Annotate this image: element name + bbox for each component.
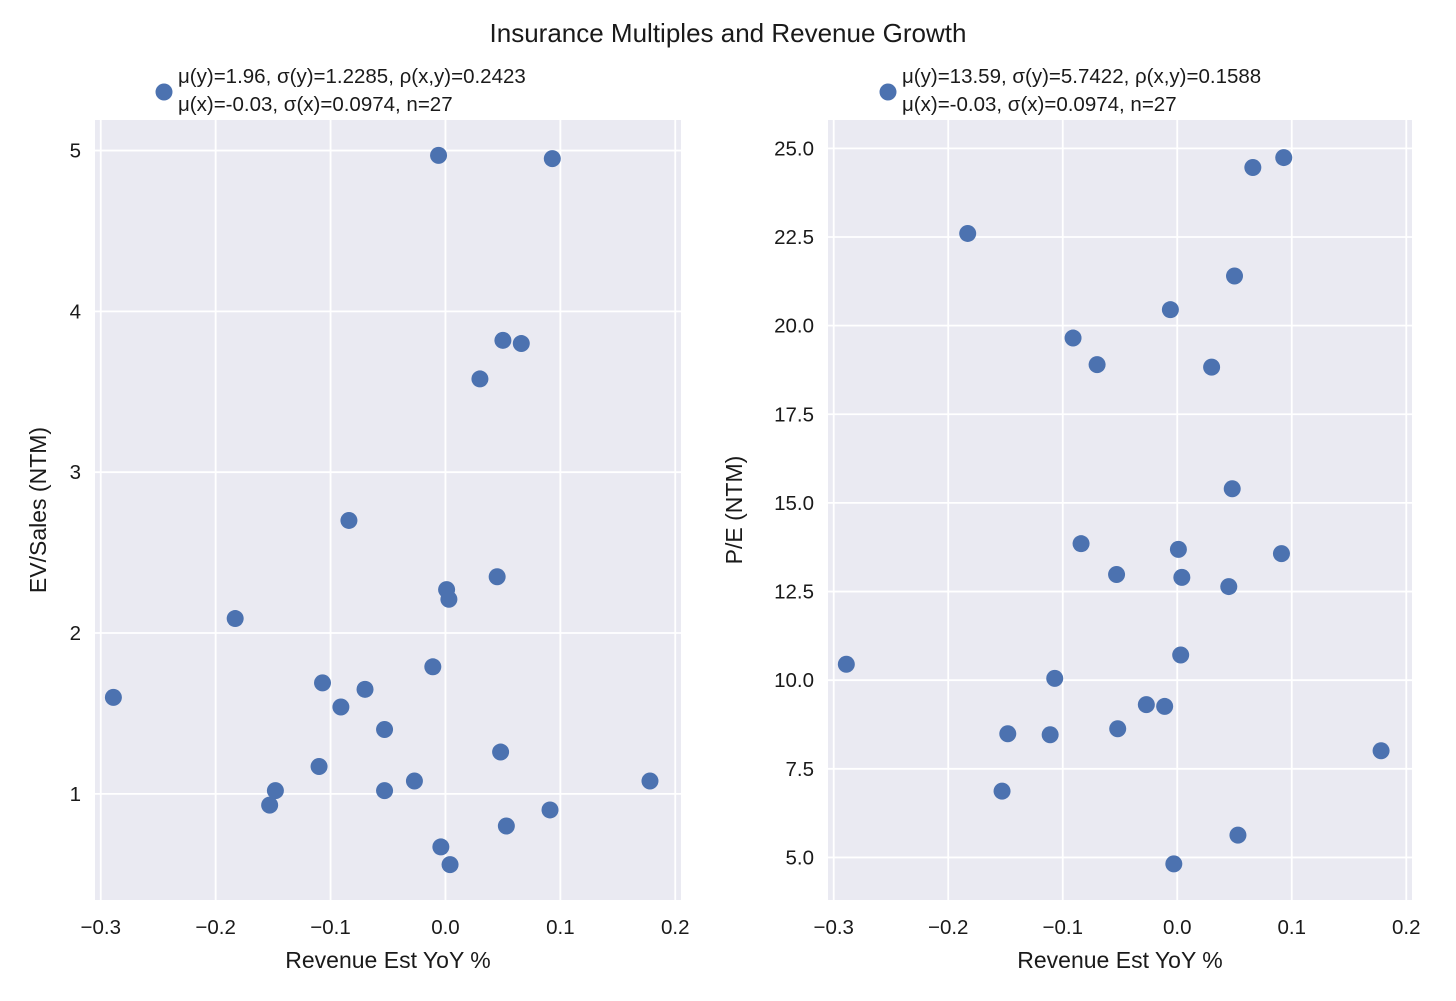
scatter-point bbox=[1223, 480, 1241, 498]
scatter-point bbox=[959, 224, 977, 242]
y-tick-label: 20.0 bbox=[774, 315, 814, 338]
scatter-point bbox=[430, 146, 448, 164]
x-axis-label: Revenue Est YoY % bbox=[1017, 947, 1222, 973]
y-tick-label: 22.5 bbox=[774, 226, 814, 249]
y-tick-label: 1 bbox=[70, 783, 81, 806]
x-tick-label: −0.2 bbox=[928, 916, 968, 939]
scatter-point bbox=[1088, 356, 1106, 374]
scatter-point bbox=[314, 674, 332, 692]
y-tick-label: 2 bbox=[70, 622, 81, 645]
scatter-point bbox=[993, 782, 1011, 800]
scatter-point bbox=[471, 370, 489, 388]
legend-label: μ(x)=-0.03, σ(x)=0.0974, n=27 bbox=[902, 93, 1177, 116]
x-tick-label: 0.0 bbox=[1163, 916, 1192, 939]
legend-marker bbox=[155, 83, 173, 101]
x-tick-label: −0.1 bbox=[310, 916, 350, 939]
scatter-point bbox=[512, 335, 530, 353]
y-tick-label: 3 bbox=[70, 461, 81, 484]
x-tick-label: −0.3 bbox=[813, 916, 853, 939]
plot-area bbox=[95, 120, 681, 900]
scatter-point bbox=[488, 568, 506, 586]
scatter-point bbox=[1275, 149, 1293, 167]
x-tick-label: −0.2 bbox=[195, 916, 235, 939]
scatter-point bbox=[1161, 301, 1179, 319]
scatter-point bbox=[1109, 720, 1127, 738]
y-tick-label: 12.5 bbox=[774, 581, 814, 604]
legend: μ(y)=13.59, σ(y)=5.7422, ρ(x,y)=0.1588 μ(… bbox=[879, 65, 1261, 116]
scatter-point bbox=[1156, 697, 1174, 715]
scatter-point bbox=[261, 796, 279, 814]
scatter-point bbox=[226, 610, 244, 628]
scatter-point bbox=[340, 511, 358, 529]
legend: μ(y)=1.96, σ(y)=1.2285, ρ(x,y)=0.2423 μ(x… bbox=[155, 65, 526, 116]
y-tick-label: 7.5 bbox=[786, 758, 815, 781]
x-tick-label: 0.0 bbox=[431, 916, 460, 939]
legend-label: μ(y)=13.59, σ(y)=5.7422, ρ(x,y)=0.1588 bbox=[902, 65, 1261, 88]
scatter-point bbox=[1372, 742, 1390, 760]
scatter-point bbox=[1229, 826, 1247, 844]
scatter-point bbox=[424, 658, 442, 676]
chart-suptitle: Insurance Multiples and Revenue Growth bbox=[490, 18, 967, 48]
scatter-point bbox=[1137, 696, 1155, 714]
scatter-point bbox=[1041, 726, 1059, 744]
scatter-point bbox=[441, 856, 459, 874]
y-axis-label: P/E (NTM) bbox=[721, 456, 747, 565]
scatter-point bbox=[1244, 159, 1262, 177]
scatter-point bbox=[1064, 329, 1082, 347]
y-tick-label: 17.5 bbox=[774, 403, 814, 426]
y-tick-label: 10.0 bbox=[774, 669, 814, 692]
x-tick-label: 0.2 bbox=[661, 916, 690, 939]
ev-sales-panel: −0.3 −0.2 −0.1 0.0 0.1 0.2 1 2 3 4 5 Revenue Est Yo… bbox=[25, 65, 690, 973]
scatter-point bbox=[1272, 545, 1290, 563]
scatter-point bbox=[104, 688, 122, 706]
scatter-point bbox=[641, 772, 659, 790]
scatter-point bbox=[1072, 535, 1090, 553]
scatter-point bbox=[1108, 566, 1126, 584]
y-tick-label: 15.0 bbox=[774, 492, 814, 515]
x-tick-label: 0.1 bbox=[546, 916, 575, 939]
scatter-point bbox=[1172, 646, 1190, 664]
scatter-point bbox=[837, 655, 855, 673]
legend-marker bbox=[879, 83, 897, 101]
scatter-point bbox=[266, 782, 284, 800]
scatter-point bbox=[1165, 855, 1183, 873]
scatter-point bbox=[1226, 267, 1244, 285]
scatter-point bbox=[1220, 578, 1238, 596]
scatter-point bbox=[1173, 568, 1191, 586]
scatter-point bbox=[332, 698, 350, 716]
y-tick-label: 5.0 bbox=[786, 846, 815, 869]
y-tick-label: 5 bbox=[70, 140, 81, 163]
scatter-point bbox=[1046, 669, 1064, 687]
scatter-point bbox=[1169, 540, 1187, 558]
legend-label: μ(y)=1.96, σ(y)=1.2285, ρ(x,y)=0.2423 bbox=[178, 65, 526, 88]
scatter-point bbox=[497, 817, 515, 835]
legend-label: μ(x)=-0.03, σ(x)=0.0974, n=27 bbox=[178, 93, 453, 116]
scatter-point bbox=[1203, 358, 1221, 376]
y-tick-label: 4 bbox=[70, 300, 81, 323]
scatter-point bbox=[543, 150, 561, 168]
scatter-point bbox=[376, 721, 394, 739]
scatter-point bbox=[310, 758, 328, 776]
x-tick-label: −0.1 bbox=[1043, 916, 1083, 939]
scatter-point bbox=[432, 838, 450, 856]
scatter-point bbox=[492, 743, 510, 761]
scatter-point bbox=[376, 782, 394, 800]
y-tick-label: 25.0 bbox=[774, 137, 814, 160]
scatter-point bbox=[494, 331, 512, 349]
x-tick-label: 0.2 bbox=[1392, 916, 1421, 939]
y-axis-label: EV/Sales (NTM) bbox=[25, 427, 51, 593]
pe-panel: −0.3 −0.2 −0.1 0.0 0.1 0.2 5.0 7.5 10.0 12.5 15.0 1… bbox=[721, 65, 1421, 973]
scatter-point bbox=[356, 680, 374, 698]
x-axis-label: Revenue Est YoY % bbox=[285, 947, 490, 973]
scatter-point bbox=[999, 725, 1017, 743]
plot-area bbox=[828, 120, 1412, 900]
scatter-point bbox=[405, 772, 423, 790]
x-tick-label: −0.3 bbox=[81, 916, 121, 939]
scatter-point bbox=[440, 590, 458, 608]
x-tick-label: 0.1 bbox=[1278, 916, 1307, 939]
scatter-point bbox=[541, 801, 559, 819]
